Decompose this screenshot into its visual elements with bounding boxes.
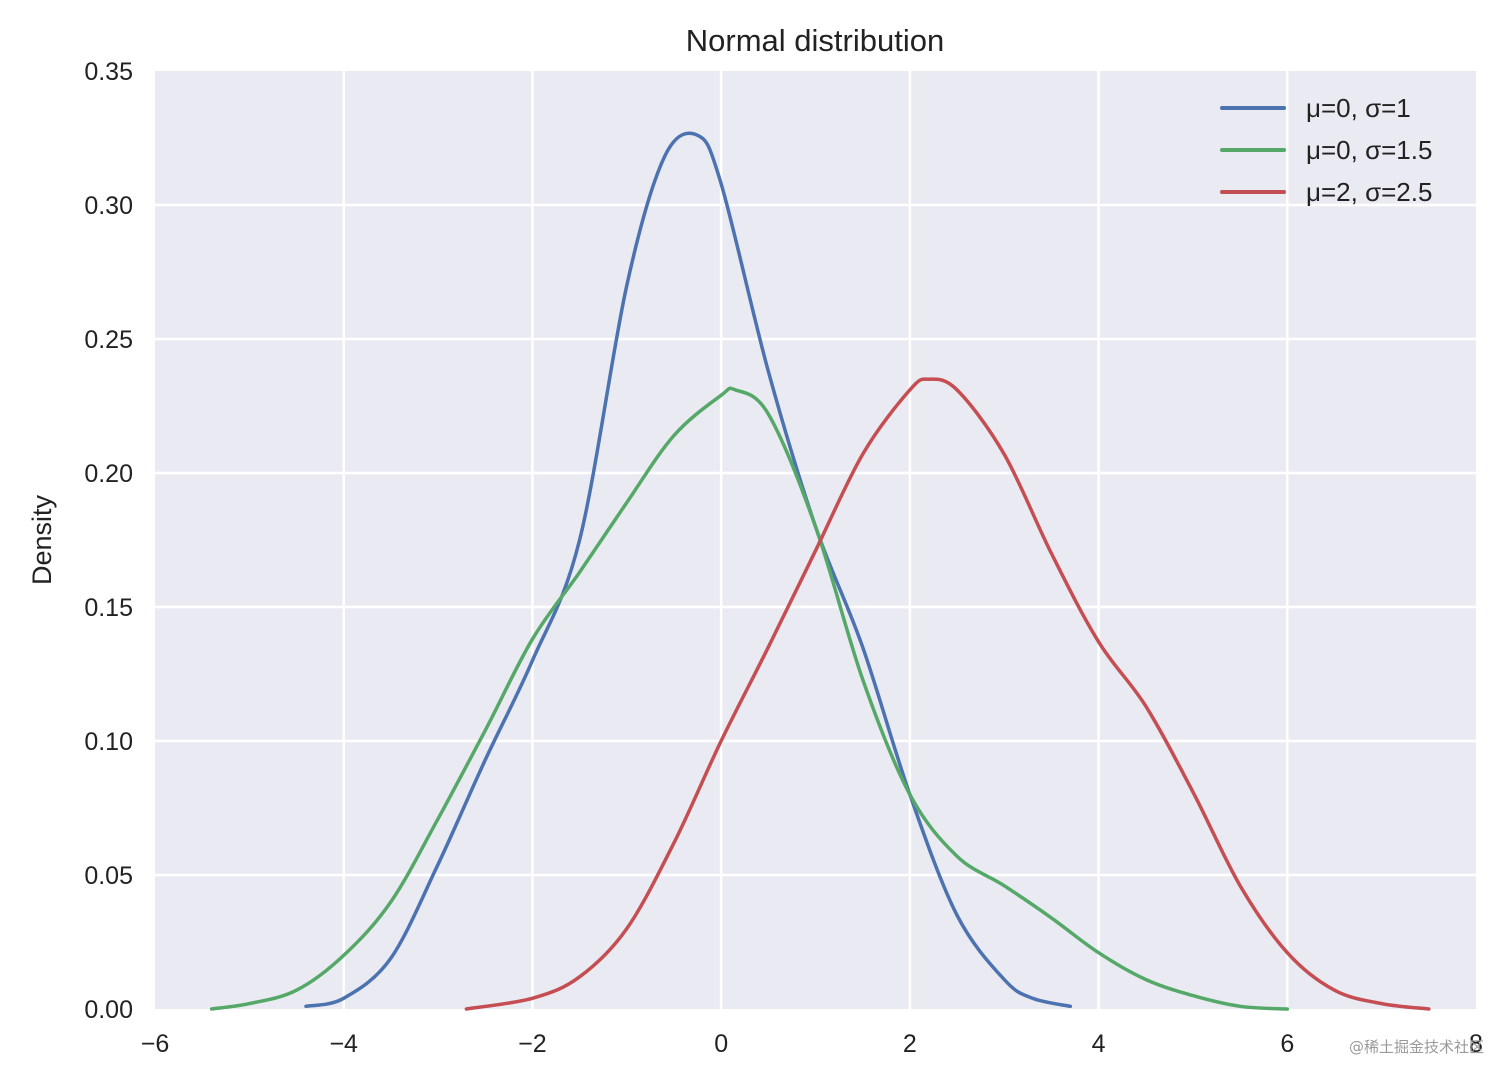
x-tick-label: −2 [518,1030,547,1058]
y-tick-label: 0.00 [84,996,133,1024]
y-tick-label: 0.20 [84,460,133,488]
x-tick-label: −4 [329,1030,358,1058]
legend-label-3: μ=2, σ=2.5 [1306,177,1432,207]
x-tick-label: 8 [1469,1030,1483,1058]
watermark: @稀土掘金技术社区 [1349,1038,1484,1056]
legend-label-1: μ=0, σ=1 [1306,93,1411,123]
x-tick-label: 4 [1092,1030,1106,1058]
y-tick-label: 0.10 [84,728,133,756]
y-tick-label: 0.15 [84,594,133,622]
series-line-1 [304,131,1073,1009]
legend-label-2: μ=0, σ=1.5 [1306,135,1432,165]
y-tick-label: 0.30 [84,192,133,220]
legend: μ=0, σ=1 μ=0, σ=1.5 μ=2, σ=2.5 [1220,93,1432,207]
plot-area [155,71,1476,1009]
series-lines [209,131,1431,1011]
x-tick-label: 2 [903,1030,917,1058]
x-tick-label: 6 [1280,1030,1294,1058]
x-tick-labels: −6 −4 −2 0 2 4 6 8 [141,1030,1483,1058]
y-axis-label: Density [27,494,57,585]
y-tick-labels: 0.00 0.05 0.10 0.15 0.20 0.25 0.30 0.35 [84,58,133,1024]
y-tick-label: 0.25 [84,326,133,354]
series-line-2 [209,386,1290,1011]
y-tick-label: 0.35 [84,58,133,86]
x-tick-label: −6 [141,1030,170,1058]
chart-title: Normal distribution [686,23,944,58]
series-line-3 [464,377,1431,1011]
y-tick-label: 0.05 [84,862,133,890]
y-gridlines [155,203,1476,877]
x-tick-label: 0 [714,1030,728,1058]
x-gridlines [342,71,1289,1009]
